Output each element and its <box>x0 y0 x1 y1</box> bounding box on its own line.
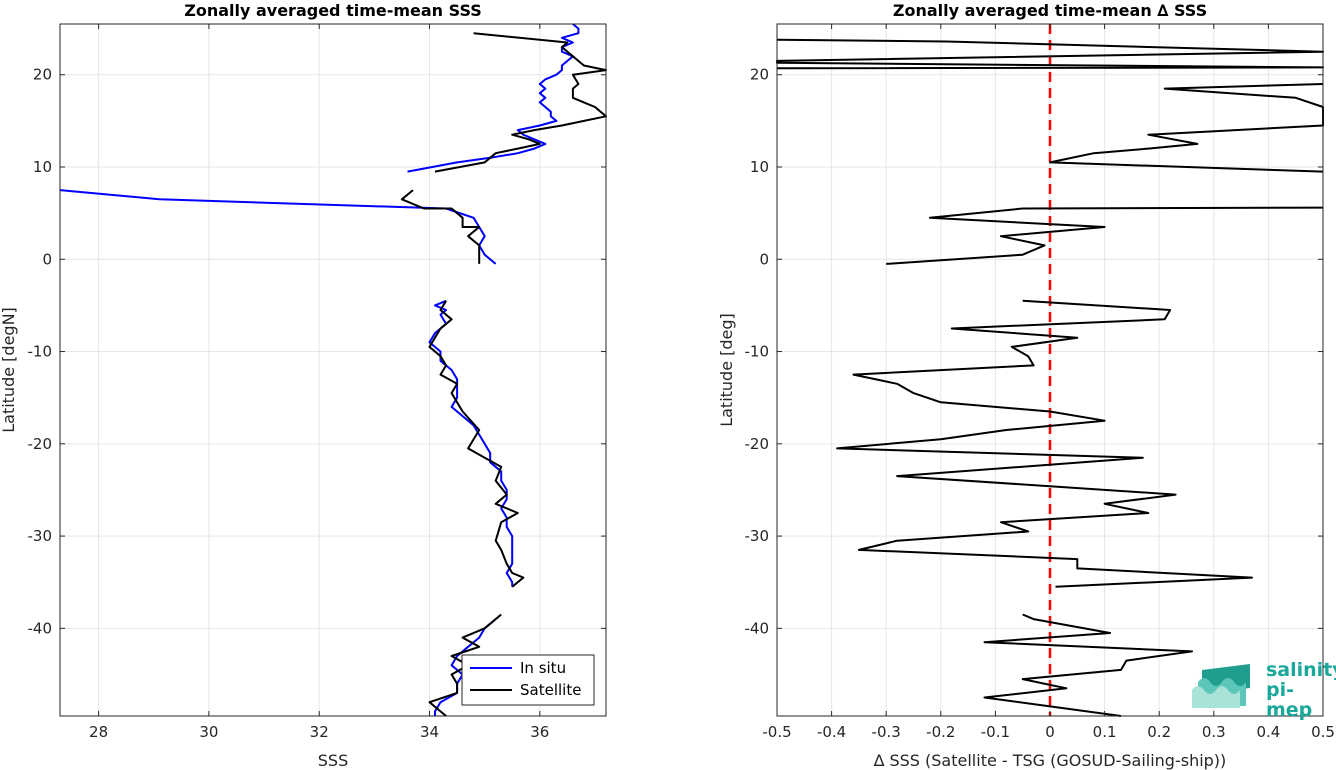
logo-text-salinity: salinity <box>1266 659 1336 681</box>
y-axis-label: Latitude [degN] <box>0 307 18 433</box>
chart-title: Zonally averaged time-mean ∆ SSS <box>893 1 1207 20</box>
legend: In situ Satellite <box>461 654 595 706</box>
legend-label: Satellite <box>520 681 581 699</box>
y-tick-label: 20 <box>750 66 769 84</box>
y-tick-label: 0 <box>42 250 52 268</box>
series-satellite <box>400 32 607 717</box>
x-tick-label: -0.2 <box>926 723 955 741</box>
x-tick-label: 28 <box>89 723 108 741</box>
series-line <box>428 613 502 717</box>
logo-text-pi-mep: pi-mep <box>1266 679 1313 721</box>
right-chart: -0.5 -0.4 -0.3 -0.2 -0.1 0 0.1 0.2 0.3 0.4 0.5 -40 -… <box>717 1 1335 770</box>
wave-logo-icon <box>1192 664 1250 708</box>
y-tick-label: 10 <box>750 158 769 176</box>
series-line <box>886 206 1324 265</box>
y-tick-label: 10 <box>33 158 52 176</box>
series-line <box>434 618 497 716</box>
left-chart: 28 30 32 34 36 -40 -30 -20 -10 0 10 20 Zonally avera… <box>0 1 607 770</box>
x-tick-label: -0.1 <box>981 723 1010 741</box>
series-line <box>836 299 1253 588</box>
x-tick-label: 0.3 <box>1202 723 1226 741</box>
y-tick-label: -10 <box>745 343 770 361</box>
grid <box>60 24 606 716</box>
x-tick-label: 30 <box>199 723 218 741</box>
series-line <box>428 299 514 587</box>
series-line <box>1049 83 1324 173</box>
y-axis-label: Latitude [deg] <box>717 313 736 427</box>
y-tick-label: -30 <box>28 527 53 545</box>
y-tick-label: -20 <box>745 435 770 453</box>
chart-title: Zonally averaged time-mean SSS <box>184 1 482 20</box>
x-axis-label: SSS <box>318 751 348 770</box>
x-tick-label: -0.3 <box>872 723 901 741</box>
legend-box <box>461 654 595 706</box>
salinity-pi-mep-logo <box>1188 660 1316 708</box>
legend-label: In situ <box>520 659 566 677</box>
x-tick-label: 0.2 <box>1147 723 1171 741</box>
x-tick-label: 36 <box>530 723 549 741</box>
x-tick-label: -0.5 <box>762 723 791 741</box>
x-tick-label: 0.1 <box>1093 723 1117 741</box>
x-axis-label: ∆ SSS (Satellite - TSG (GOSUD-Sailing-sh… <box>873 751 1227 770</box>
y-tick-label: -40 <box>745 619 770 637</box>
y-tick-label: -40 <box>28 619 53 637</box>
y-tick-label: -20 <box>28 435 53 453</box>
y-tick-label: -10 <box>28 343 53 361</box>
series-line <box>434 32 607 173</box>
x-tick-label: 0 <box>1045 723 1055 741</box>
x-tick-label: -0.4 <box>817 723 846 741</box>
y-tick-label: 20 <box>33 66 52 84</box>
x-tick-label: 0.4 <box>1256 723 1280 741</box>
y-tick-label: 0 <box>759 250 769 268</box>
x-tick-label: 34 <box>420 723 439 741</box>
y-tick-label: -30 <box>745 527 770 545</box>
axes-frame <box>59 23 607 717</box>
x-tick-label: 0.5 <box>1311 723 1335 741</box>
x-tick-label: 32 <box>310 723 329 741</box>
plot-area <box>60 24 606 716</box>
